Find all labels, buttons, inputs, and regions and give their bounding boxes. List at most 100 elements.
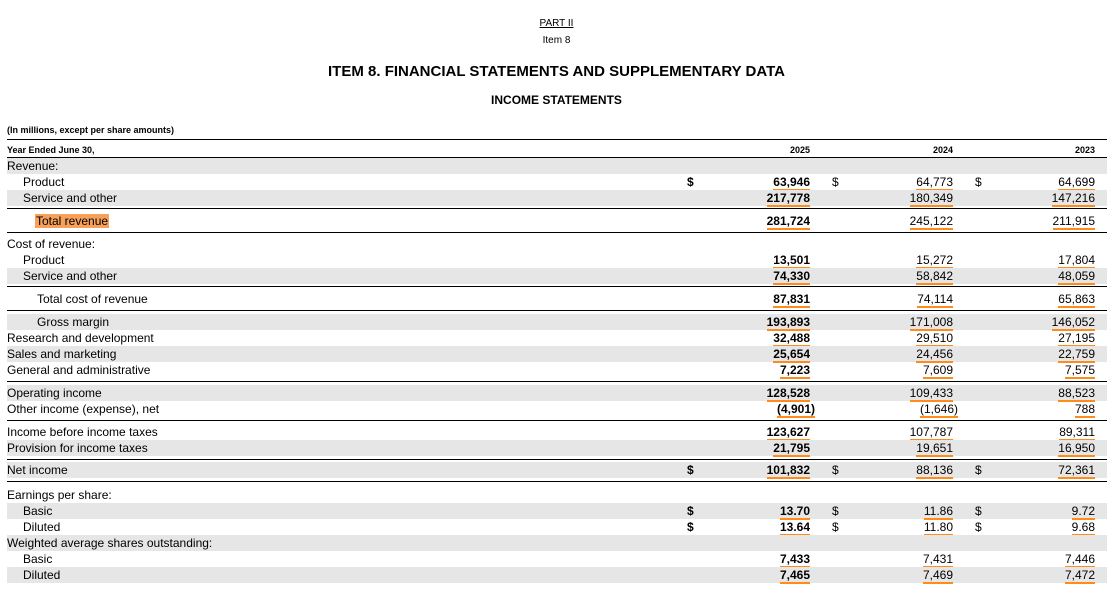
row-label: Product [23, 175, 65, 189]
top-rule [7, 139, 1107, 140]
row-label: Research and development [7, 331, 154, 345]
value-2025: 13,501 [773, 253, 810, 269]
value-2023: 147,216 [1051, 191, 1095, 207]
units-note: (In millions, except per share amounts) [7, 125, 175, 135]
dollar-sign: $ [975, 175, 982, 189]
row-cost-product: Product 13,501 15,272 17,804 [7, 252, 1107, 269]
statement-title: INCOME STATEMENTS [491, 93, 622, 107]
dollar-sign: $ [687, 463, 694, 477]
section-rule [7, 208, 1107, 209]
value-2024: 171,008 [909, 315, 953, 331]
value-2025: 7,433 [779, 552, 810, 568]
value-2025: 193,893 [766, 315, 810, 331]
row-label: Net income [7, 463, 68, 477]
value-2023: 48,059 [1058, 269, 1095, 285]
row-label: Service and other [23, 269, 118, 283]
row-shares-diluted: Diluted 7,465 7,469 7,472 [7, 567, 1107, 584]
row-shares-heading: Weighted average shares outstanding: [7, 535, 1107, 551]
dollar-sign: $ [687, 175, 694, 189]
page-title: ITEM 8. FINANCIAL STATEMENTS AND SUPPLEM… [328, 63, 785, 80]
row-revenue-product: Product $ 63,946 $ 64,773 $ 64,699 [7, 174, 1107, 191]
year-col-2024: 2024 [932, 145, 953, 155]
row-eps-diluted: Diluted $ 13.64 $ 11.80 $ 9.68 [7, 519, 1107, 536]
value-2024: (1,646) [919, 402, 958, 418]
value-2024: 109,433 [909, 386, 953, 402]
value-2023: 64,699 [1058, 175, 1095, 191]
value-2023: 16,950 [1058, 441, 1095, 457]
dollar-sign: $ [975, 504, 982, 518]
row-label: Other income (expense), net [7, 402, 160, 416]
row-label: Gross margin [37, 315, 110, 329]
section-rule [7, 286, 1107, 287]
row-sales-marketing: Sales and marketing 25,654 24,456 22,759 [7, 346, 1107, 363]
value-2025: 63,946 [773, 175, 810, 191]
value-2025: 7,465 [779, 568, 810, 584]
row-research-development: Research and development 32,488 29,510 2… [7, 330, 1107, 347]
value-2024: 29,510 [916, 331, 953, 347]
row-label: Provision for income taxes [7, 441, 148, 455]
value-2025: 74,330 [773, 269, 810, 285]
value-2023: 65,863 [1058, 292, 1095, 308]
dollar-sign: $ [975, 520, 982, 534]
value-2024: 245,122 [909, 214, 953, 230]
value-2023: 9.68 [1071, 520, 1095, 536]
value-2023: 146,052 [1051, 315, 1095, 331]
year-col-2025: 2025 [789, 145, 810, 155]
value-2024: 88,136 [916, 463, 953, 479]
dollar-sign: $ [832, 463, 839, 477]
part-label: PART II [539, 18, 574, 29]
row-revenue-heading: Revenue: [7, 158, 1107, 174]
value-2023: 7,446 [1064, 552, 1095, 568]
row-label: Total revenue [35, 214, 110, 228]
row-label: Income before income taxes [7, 425, 158, 439]
value-2025: 25,654 [773, 347, 810, 363]
value-2023: 89,311 [1059, 425, 1095, 441]
value-2023: 788 [1074, 402, 1095, 418]
value-2023: 88,523 [1058, 386, 1095, 402]
value-2024: 64,773 [916, 175, 953, 191]
value-2025: 101,832 [766, 463, 810, 479]
item-label: Item 8 [542, 35, 571, 46]
dollar-sign: $ [832, 504, 839, 518]
value-2025: 123,627 [766, 425, 810, 441]
section-rule [7, 310, 1107, 311]
row-gross-margin: Gross margin 193,893 171,008 146,052 [7, 314, 1107, 331]
row-label: Product [23, 253, 65, 267]
value-2023: 7,472 [1064, 568, 1095, 584]
row-operating-income: Operating income 128,528 109,433 88,523 [7, 385, 1107, 402]
row-income-before-taxes: Income before income taxes 123,627 107,7… [7, 424, 1107, 441]
row-label: Sales and marketing [7, 347, 117, 361]
value-2024: 7,431 [922, 552, 953, 568]
value-2025: 217,778 [766, 191, 810, 207]
row-total-cost: Total cost of revenue 87,831 74,114 65,8… [7, 291, 1107, 308]
row-label: Basic [23, 504, 53, 518]
row-cost-heading: Cost of revenue: [7, 236, 1107, 252]
row-general-administrative: General and administrative 7,223 7,609 7… [7, 362, 1107, 379]
value-2023: 27,195 [1058, 331, 1095, 347]
row-label: Weighted average shares outstanding: [7, 536, 213, 550]
row-eps-basic: Basic $ 13.70 $ 11.86 $ 9.72 [7, 503, 1107, 520]
row-eps-heading: Earnings per share: [7, 487, 1107, 503]
row-label: Service and other [23, 191, 118, 205]
row-cost-service: Service and other 74,330 58,842 48,059 [7, 268, 1107, 285]
dollar-sign: $ [832, 520, 839, 534]
value-2025: 87,831 [773, 292, 810, 308]
dollar-sign: $ [832, 175, 839, 189]
section-rule [7, 420, 1107, 421]
row-label: Earnings per share: [7, 488, 112, 502]
value-2024: 11.86 [923, 504, 953, 520]
row-net-income: Net income $ 101,832 $ 88,136 $ 72,361 [7, 462, 1107, 479]
section-rule [7, 381, 1107, 382]
value-2024: 74,114 [917, 292, 953, 308]
value-2025: 128,528 [766, 386, 810, 402]
value-2024: 58,842 [916, 269, 953, 285]
value-2024: 24,456 [916, 347, 953, 363]
value-2025: (4,901) [776, 402, 815, 418]
value-2024: 11.80 [923, 520, 953, 536]
row-label: General and administrative [7, 363, 151, 377]
value-2024: 180,349 [909, 191, 953, 207]
row-label: Basic [23, 552, 53, 566]
row-label: Diluted [23, 520, 61, 534]
row-shares-basic: Basic 7,433 7,431 7,446 [7, 551, 1107, 568]
value-2023: 9.72 [1071, 504, 1095, 520]
